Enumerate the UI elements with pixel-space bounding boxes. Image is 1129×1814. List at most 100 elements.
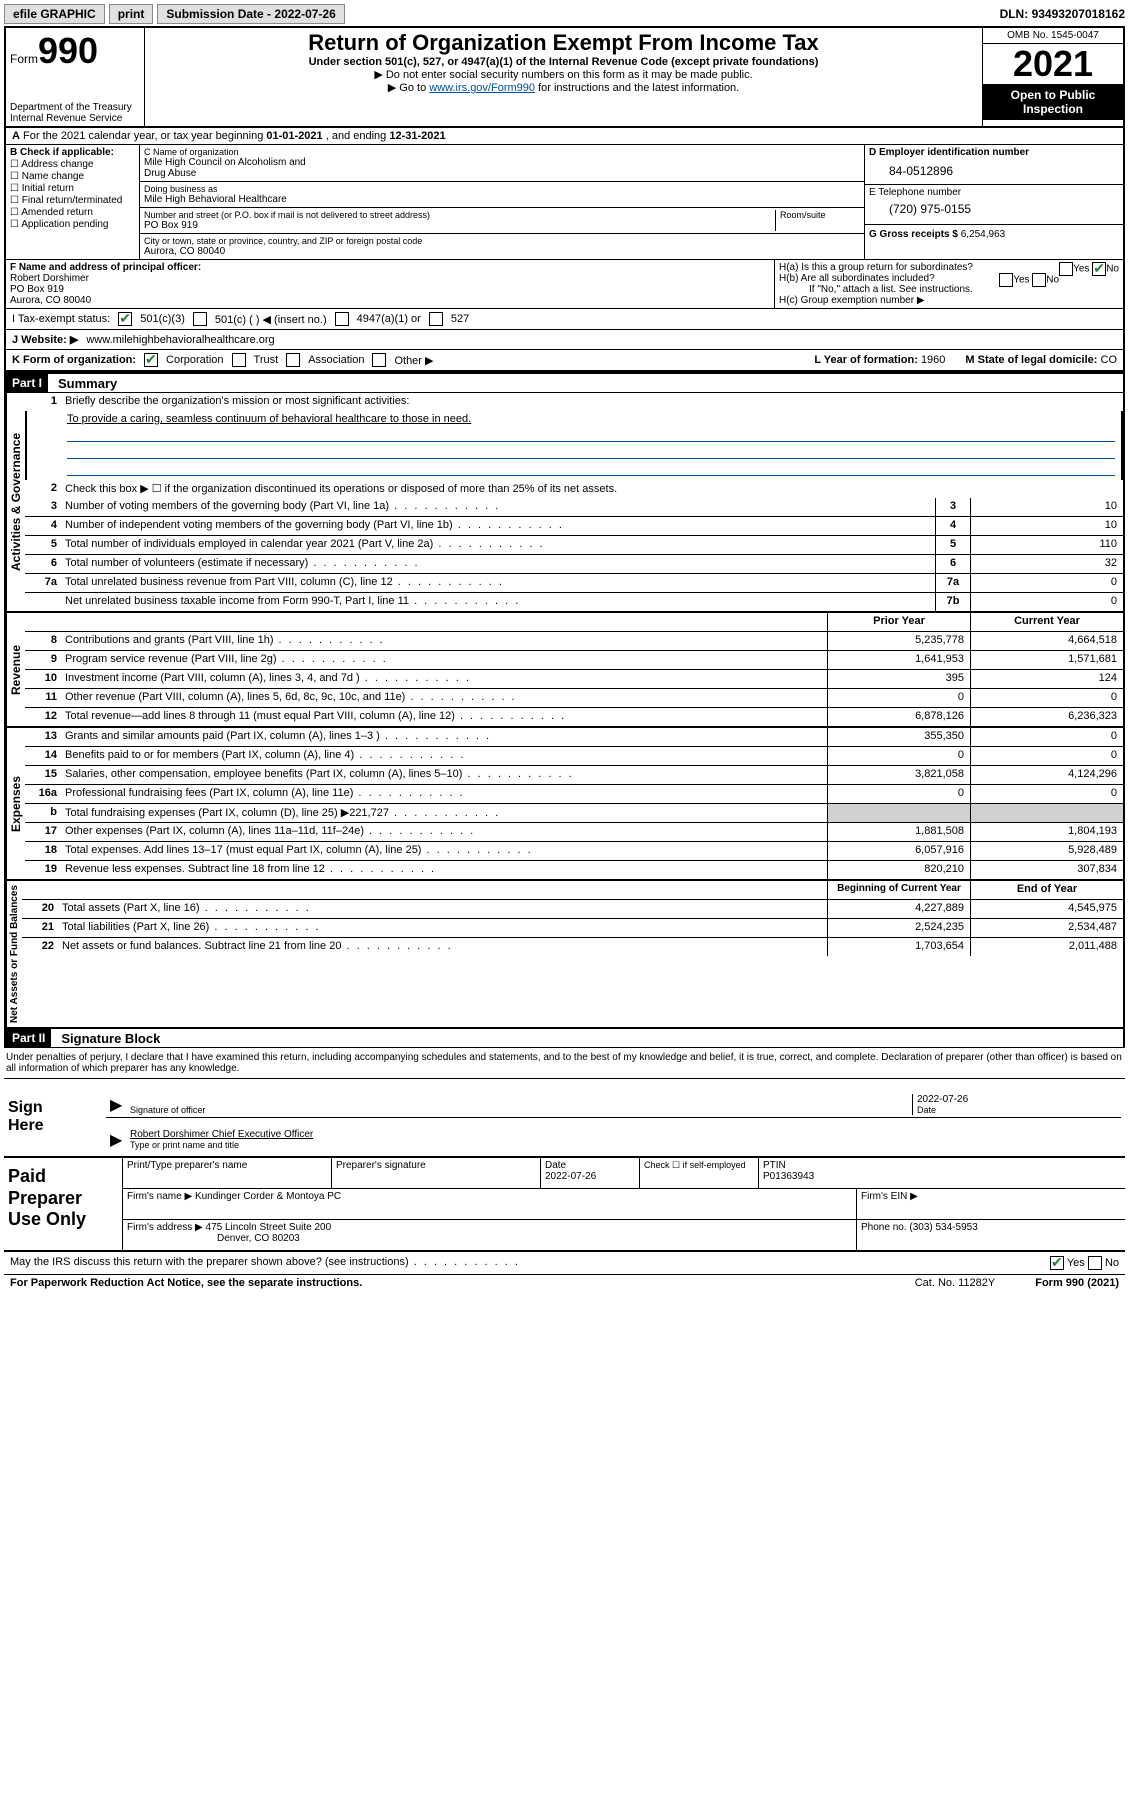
ha-no-checkbox[interactable] bbox=[1092, 262, 1106, 276]
chk-initial-return[interactable]: ☐ Initial return bbox=[10, 183, 135, 194]
section-fh: F Name and address of principal officer:… bbox=[4, 260, 1125, 309]
col-hdr-beg: Beginning of Current Year bbox=[827, 881, 970, 899]
chk-initial-return-label: Initial return bbox=[22, 183, 74, 194]
rev-prior: 395 bbox=[827, 670, 970, 688]
dln-label: DLN: bbox=[1000, 7, 1032, 21]
submission-date-value: 2022-07-26 bbox=[274, 7, 335, 21]
prep-h2: Preparer's signature bbox=[331, 1158, 540, 1188]
gov-box: 3 bbox=[935, 498, 970, 516]
rev-num: 12 bbox=[25, 708, 61, 726]
discuss-yes-checkbox[interactable] bbox=[1050, 1256, 1064, 1270]
chk-4947[interactable] bbox=[335, 312, 349, 326]
m-label: M State of legal domicile: bbox=[965, 354, 1100, 366]
rev-header-row: Prior Year Current Year bbox=[25, 613, 1123, 632]
part2-title: Signature Block bbox=[51, 1031, 160, 1046]
hb-yes-checkbox[interactable] bbox=[999, 273, 1013, 287]
net-row: 22 Net assets or fund balances. Subtract… bbox=[22, 938, 1123, 956]
gov-num: 6 bbox=[25, 555, 61, 573]
exp-desc: Revenue less expenses. Subtract line 18 … bbox=[61, 861, 827, 879]
opt-4947: 4947(a)(1) or bbox=[357, 313, 421, 325]
exp-row: 15 Salaries, other compensation, employe… bbox=[25, 766, 1123, 785]
line-j-label: J Website: ▶ bbox=[12, 333, 78, 346]
discuss-no-label: No bbox=[1105, 1257, 1119, 1269]
chk-address-change[interactable]: ☐ Address change bbox=[10, 159, 135, 170]
chk-amended[interactable]: ☐ Amended return bbox=[10, 207, 135, 218]
print-button[interactable]: print bbox=[109, 4, 154, 24]
chk-amended-label: Amended return bbox=[21, 207, 93, 218]
l-value: 1960 bbox=[921, 354, 945, 366]
rev-curr: 0 bbox=[970, 689, 1123, 707]
rev-num: 8 bbox=[25, 632, 61, 650]
rev-hdr-desc bbox=[61, 613, 827, 631]
org-name-row: C Name of organization Mile High Council… bbox=[140, 145, 864, 182]
chk-527[interactable] bbox=[429, 312, 443, 326]
rev-row: 11 Other revenue (Part VIII, column (A),… bbox=[25, 689, 1123, 708]
mission-block: To provide a caring, seamless continuum … bbox=[25, 411, 1123, 480]
preparer-label: Paid Preparer Use Only bbox=[4, 1158, 122, 1250]
efile-label: efile GRAPHIC bbox=[4, 4, 105, 24]
prep-h4: Check ☐ if self‑employed bbox=[639, 1158, 758, 1188]
opt-501c3: 501(c)(3) bbox=[140, 313, 185, 325]
line-i: I Tax-exempt status: 501(c)(3) 501(c) ( … bbox=[4, 309, 1125, 330]
exp-num: 19 bbox=[25, 861, 61, 879]
prep-h3: Date bbox=[545, 1160, 635, 1171]
gov-desc: Number of independent voting members of … bbox=[61, 517, 935, 535]
gov-box: 7b bbox=[935, 593, 970, 611]
opt-527: 527 bbox=[451, 313, 469, 325]
officer-addr2: Aurora, CO 80040 bbox=[10, 295, 91, 306]
chk-app-pending[interactable]: ☐ Application pending bbox=[10, 219, 135, 230]
chk-corporation[interactable] bbox=[144, 353, 158, 367]
street-row: Number and street (or P.O. box if mail i… bbox=[140, 208, 864, 234]
chk-name-change[interactable]: ☐ Name change bbox=[10, 171, 135, 182]
line1-num: 1 bbox=[25, 393, 61, 411]
prep-h5v: P01363943 bbox=[763, 1171, 1121, 1182]
hb-no-checkbox[interactable] bbox=[1032, 273, 1046, 287]
gov-row: 6 Total number of volunteers (estimate i… bbox=[25, 555, 1123, 574]
omb-number: OMB No. 1545-0047 bbox=[983, 28, 1123, 44]
ha-yes-checkbox[interactable] bbox=[1059, 262, 1073, 276]
firm-name-label: Firm's name ▶ bbox=[127, 1191, 195, 1202]
officer-addr1: PO Box 919 bbox=[10, 284, 64, 295]
chk-501c3[interactable] bbox=[118, 312, 132, 326]
sig-officer-label: Signature of officer bbox=[130, 1105, 912, 1115]
room-suite-label: Room/suite bbox=[775, 210, 860, 231]
chk-trust[interactable] bbox=[232, 353, 246, 367]
exp-prior bbox=[827, 804, 970, 822]
sign-block: Sign Here ▶ Signature of officer 2022-07… bbox=[4, 1079, 1125, 1158]
col-hdr-end: End of Year bbox=[970, 881, 1123, 899]
rev-desc: Investment income (Part VIII, column (A)… bbox=[61, 670, 827, 688]
line-a-label: A bbox=[12, 130, 20, 142]
chk-other[interactable] bbox=[372, 353, 386, 367]
discuss-no-checkbox[interactable] bbox=[1088, 1256, 1102, 1270]
gov-desc: Net unrelated business taxable income fr… bbox=[61, 593, 935, 611]
opt-corporation: Corporation bbox=[166, 354, 223, 366]
rev-curr: 4,664,518 bbox=[970, 632, 1123, 650]
irs-link[interactable]: www.irs.gov/Form990 bbox=[429, 82, 535, 94]
line1-row: 1 Briefly describe the organization's mi… bbox=[25, 393, 1123, 411]
part1-header: Part I Summary bbox=[4, 372, 1125, 393]
exp-num: b bbox=[25, 804, 61, 822]
exp-curr: 4,124,296 bbox=[970, 766, 1123, 784]
discuss-row: May the IRS discuss this return with the… bbox=[4, 1252, 1125, 1275]
sign-arrow-2: ▶ bbox=[110, 1130, 130, 1150]
chk-association[interactable] bbox=[286, 353, 300, 367]
col-c: C Name of organization Mile High Council… bbox=[140, 145, 864, 259]
net-hdr-blank bbox=[22, 881, 58, 899]
note-goto-a: ▶ Go to bbox=[388, 82, 429, 94]
line-k-label: K Form of organization: bbox=[12, 354, 136, 366]
hb-label: H(b) Are all subordinates included? bbox=[779, 273, 935, 284]
chk-501c[interactable] bbox=[193, 312, 207, 326]
exp-prior: 355,350 bbox=[827, 728, 970, 746]
gov-val: 110 bbox=[970, 536, 1123, 554]
col-b-label: B Check if applicable: bbox=[10, 147, 114, 158]
net-table: Net Assets or Fund Balances Beginning of… bbox=[4, 881, 1125, 1029]
prep-h1: Print/Type preparer's name bbox=[122, 1158, 331, 1188]
dba-value: Mile High Behavioral Healthcare bbox=[144, 194, 287, 205]
firm-addr-label: Firm's address ▶ bbox=[127, 1222, 206, 1233]
m-value: CO bbox=[1101, 354, 1118, 366]
sign-line-2: ▶ Robert Dorshimer Chief Executive Offic… bbox=[106, 1118, 1121, 1152]
website-value: www.milehighbehavioralhealthcare.org bbox=[86, 334, 274, 346]
open-to-public: Open to Public Inspection bbox=[983, 84, 1123, 120]
sign-date-label: Date bbox=[917, 1105, 1117, 1115]
chk-final-return[interactable]: ☐ Final return/terminated bbox=[10, 195, 135, 206]
